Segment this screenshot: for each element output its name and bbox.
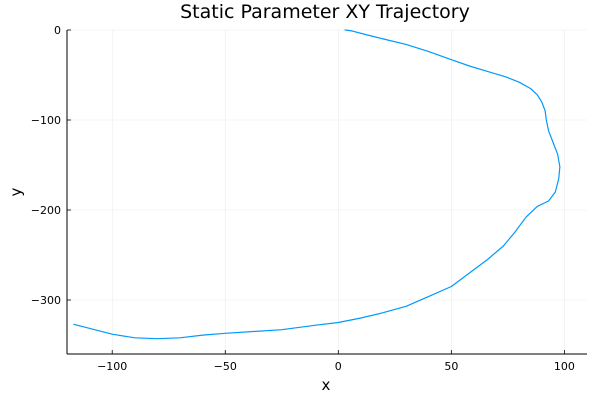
ticks-layer: −100 −50 0 50 100 0 −100 −200 −300 bbox=[31, 24, 575, 373]
y-tick-label-0: 0 bbox=[54, 24, 61, 37]
grid-layer bbox=[67, 29, 587, 354]
x-tick-label-4: 100 bbox=[554, 360, 575, 373]
y-tick-label-3: −300 bbox=[31, 294, 61, 307]
y-axis-label: y bbox=[7, 187, 25, 196]
x-tick-label-3: 50 bbox=[444, 360, 458, 373]
y-tick-label-2: −200 bbox=[31, 204, 61, 217]
series-layer bbox=[73, 29, 561, 340]
x-axis-label: x bbox=[322, 376, 331, 394]
series-line-0 bbox=[73, 29, 561, 340]
x-tick-label-0: −100 bbox=[97, 360, 127, 373]
x-tick-label-2: 0 bbox=[335, 360, 342, 373]
x-tick-label-1: −50 bbox=[214, 360, 237, 373]
y-tick-label-1: −100 bbox=[31, 114, 61, 127]
chart-title: Static Parameter XY Trajectory bbox=[180, 1, 470, 23]
